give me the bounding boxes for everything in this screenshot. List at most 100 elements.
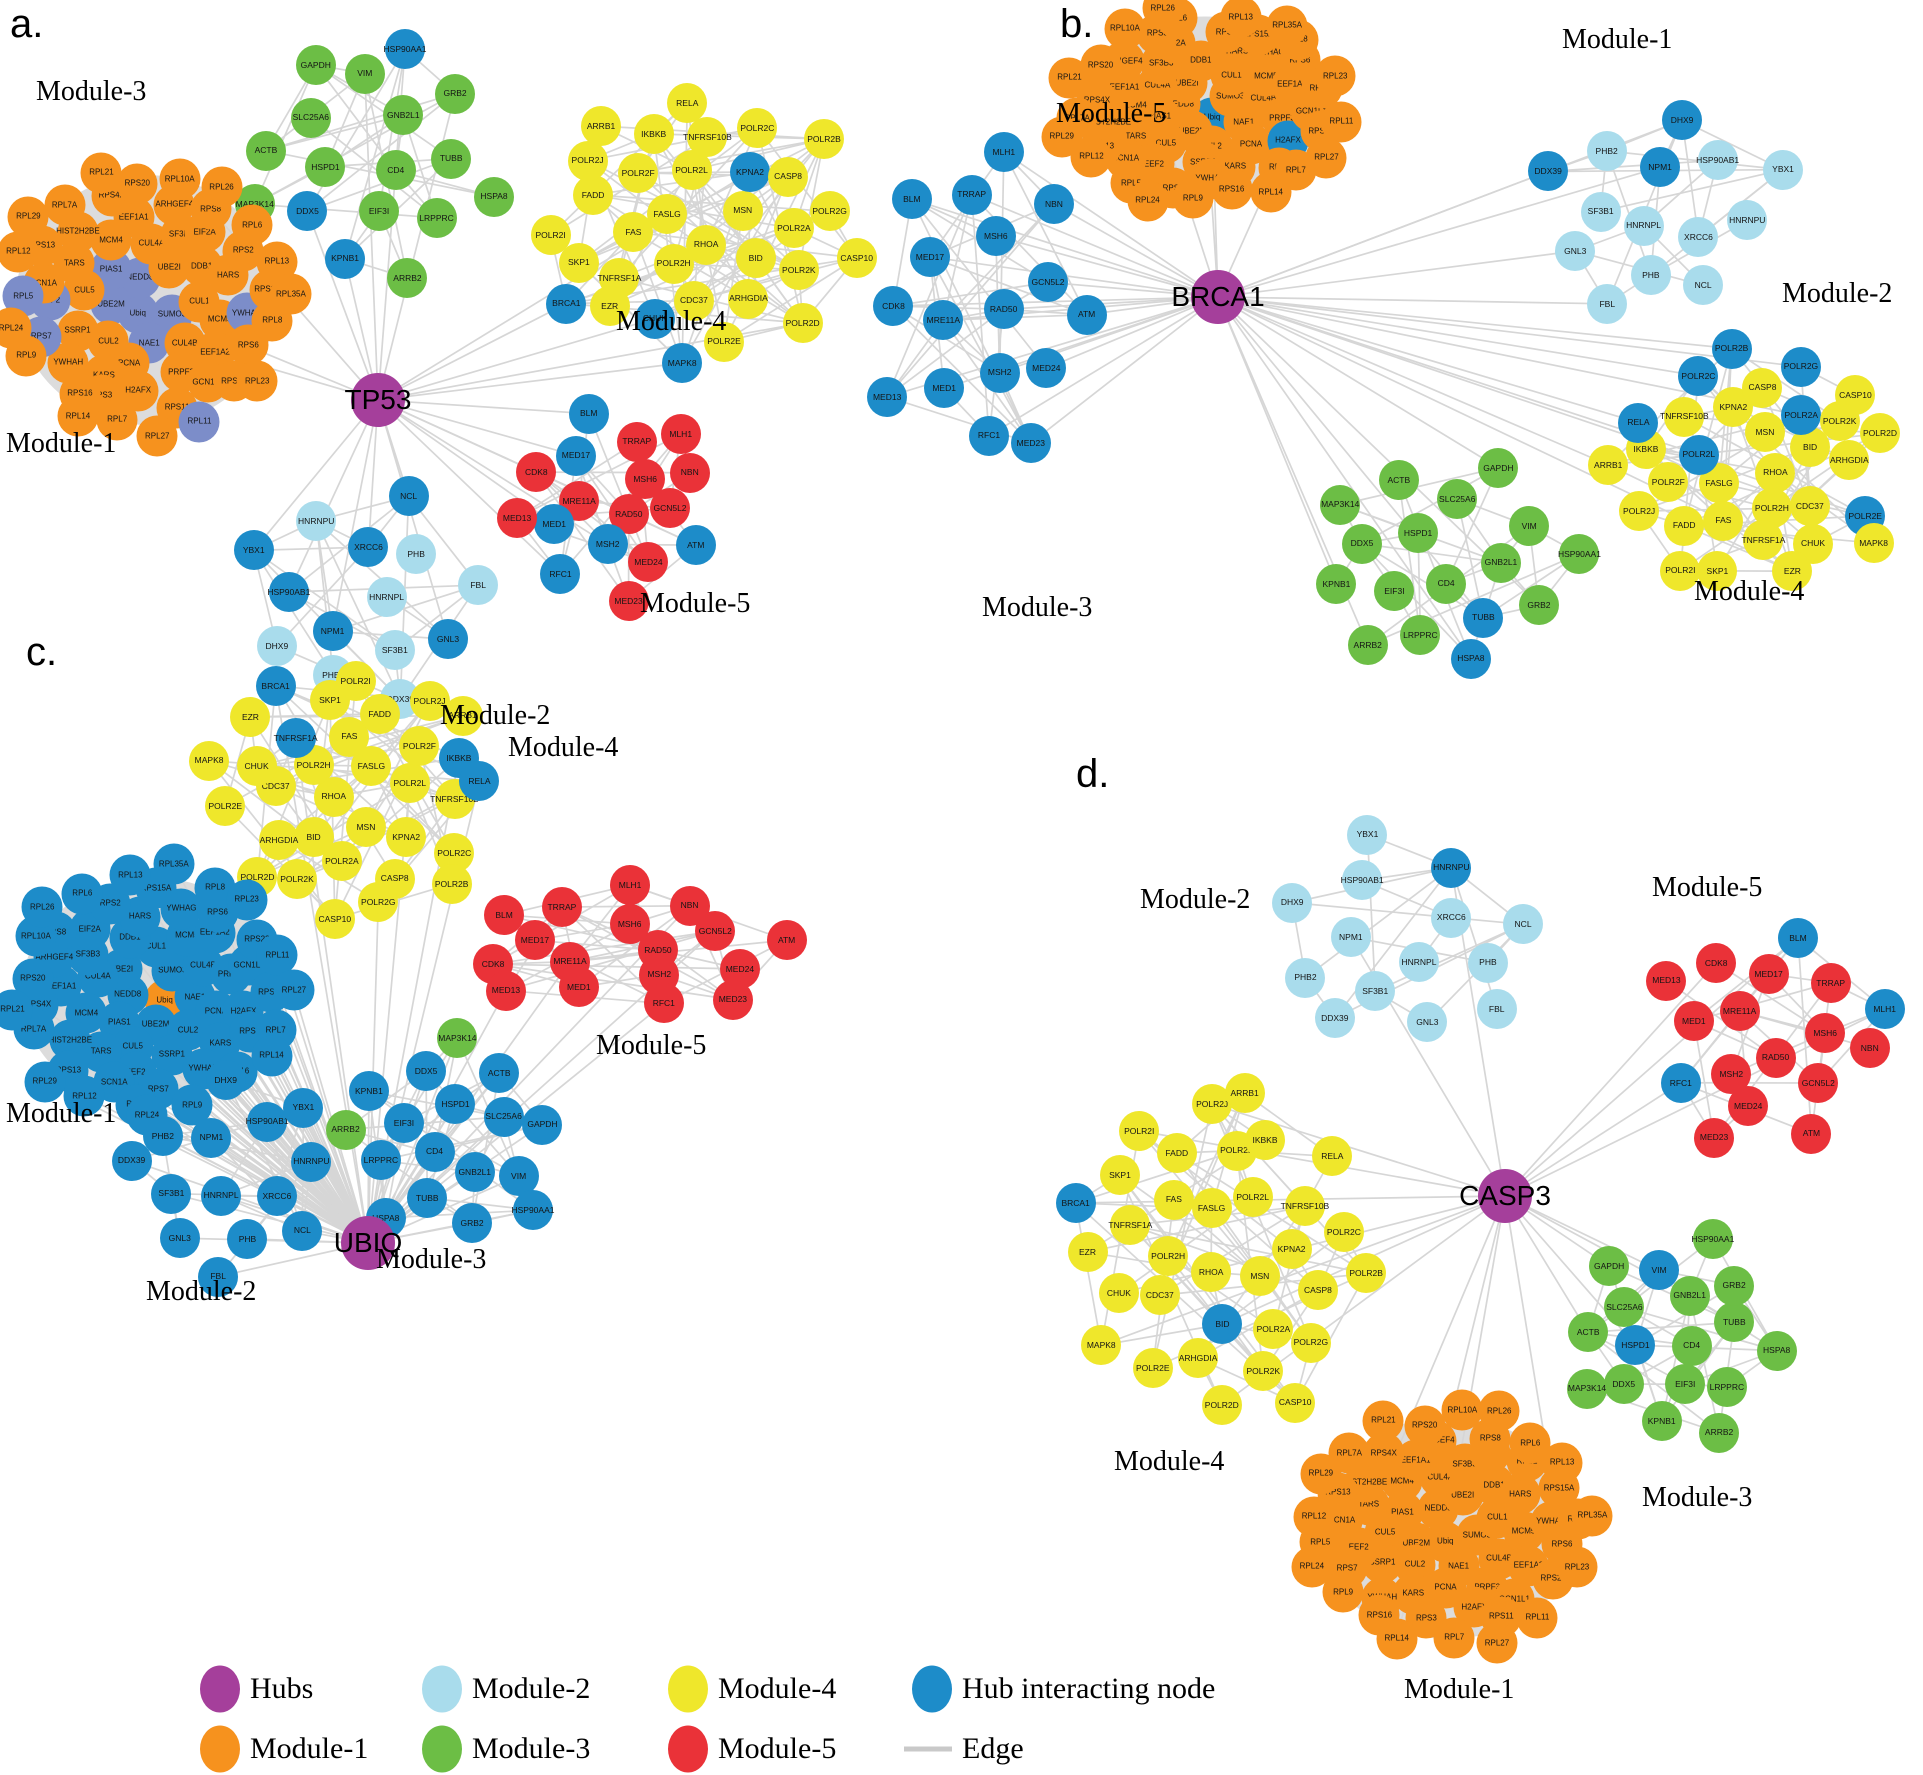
network-node[interactable]: RFC1 <box>1660 1062 1701 1103</box>
network-node[interactable]: POLR2H <box>1148 1236 1189 1277</box>
network-node[interactable]: HSPA8 <box>1756 1330 1797 1371</box>
network-node[interactable]: LRPPRC <box>416 197 457 238</box>
network-node[interactable]: ARHGDIA <box>258 819 299 860</box>
network-node[interactable]: POLR2D <box>782 302 823 343</box>
network-node[interactable]: RPS20 <box>12 958 54 1000</box>
network-node[interactable]: PHB <box>396 534 437 575</box>
network-node[interactable]: XRCC6 <box>256 1176 297 1217</box>
network-node[interactable]: FADD <box>1664 505 1705 546</box>
network-node[interactable]: CD4 <box>414 1131 455 1172</box>
network-node[interactable]: BID <box>735 238 776 279</box>
network-node[interactable]: FASLG <box>1191 1188 1232 1229</box>
network-node[interactable]: FADD <box>1156 1133 1197 1173</box>
network-node[interactable]: RAD50 <box>1755 1037 1796 1078</box>
network-node[interactable]: PHB <box>1467 942 1508 983</box>
network-node[interactable]: MAPK8 <box>1853 523 1894 564</box>
network-node[interactable]: POLR2A <box>321 841 362 882</box>
network-node[interactable]: CDC37 <box>1139 1275 1180 1316</box>
network-node[interactable]: ATM <box>1066 294 1107 335</box>
network-node[interactable]: POLR2E <box>703 321 744 362</box>
network-node[interactable]: MSH6 <box>1805 1013 1846 1054</box>
network-node[interactable]: HNRNPL <box>201 1175 242 1216</box>
network-node[interactable]: MED1 <box>558 967 599 1008</box>
network-node[interactable]: RPL10A <box>1104 8 1146 50</box>
network-node[interactable]: ARRB2 <box>1699 1412 1740 1453</box>
network-node[interactable]: RPL9 <box>1172 177 1214 219</box>
network-node[interactable]: RPL29 <box>24 1061 66 1103</box>
network-node[interactable]: CD4 <box>1426 563 1467 604</box>
network-node[interactable]: EIF3I <box>1374 571 1415 612</box>
network-node[interactable]: CDK8 <box>516 452 557 493</box>
network-node[interactable]: PHB2 <box>1285 957 1326 998</box>
network-node[interactable]: ATM <box>675 525 716 566</box>
network-node[interactable]: CDC37 <box>673 280 714 321</box>
network-node[interactable]: BLM <box>1777 918 1818 959</box>
network-node[interactable]: HNRNPU <box>1727 200 1768 241</box>
network-node[interactable]: NCL <box>388 476 429 517</box>
network-node[interactable]: POLR2C <box>1678 355 1719 396</box>
network-node[interactable]: RPL11 <box>178 401 220 443</box>
network-node[interactable]: TNFRSF1A <box>1741 520 1785 561</box>
network-node[interactable]: KPNB1 <box>1641 1400 1682 1441</box>
network-node[interactable]: TRRAP <box>616 421 657 462</box>
network-node[interactable]: RPL13 <box>109 854 151 896</box>
network-node[interactable]: MAP3K14 <box>1567 1368 1608 1409</box>
network-node[interactable]: RPL14 <box>1250 171 1292 213</box>
network-node[interactable]: POLR2C <box>737 107 778 148</box>
network-node[interactable]: POLR2F <box>1648 462 1689 503</box>
network-node[interactable]: POLR2G <box>1780 346 1821 387</box>
network-node[interactable]: HSPD1 <box>1615 1325 1656 1366</box>
network-node[interactable]: NPM1 <box>1640 147 1681 188</box>
network-node[interactable]: NBN <box>669 452 710 493</box>
network-node[interactable]: MSH6 <box>609 904 650 945</box>
network-node[interactable]: GAPDH <box>1589 1246 1630 1287</box>
network-node[interactable]: GCN5L2 <box>1028 262 1069 303</box>
network-node[interactable]: HSP90AA1 <box>511 1190 554 1231</box>
network-node[interactable]: MLH1 <box>983 132 1024 173</box>
network-node[interactable]: FASLG <box>647 193 688 234</box>
network-node[interactable]: SLC25A6 <box>290 97 331 138</box>
network-node[interactable]: RFC1 <box>540 554 581 595</box>
network-node[interactable]: RPL12 <box>0 231 39 273</box>
network-node[interactable]: RPL23 <box>236 360 278 402</box>
network-node[interactable]: BRCA1 <box>1055 1182 1096 1223</box>
network-node[interactable]: NPM1 <box>191 1117 232 1158</box>
network-node[interactable]: POLR2I <box>335 661 376 702</box>
network-node[interactable]: XRCC6 <box>1431 897 1472 938</box>
network-node[interactable]: POLR2E <box>1132 1348 1173 1389</box>
network-node[interactable]: RPL10A <box>1441 1389 1483 1431</box>
network-node[interactable]: RPL27 <box>273 969 315 1011</box>
network-node[interactable]: IKBKB <box>633 113 674 154</box>
network-node[interactable]: DDX39 <box>1528 151 1569 192</box>
network-node[interactable]: RPL23 <box>1314 55 1356 97</box>
network-node[interactable]: RPL11 <box>1516 1597 1558 1639</box>
network-node[interactable]: FBL <box>458 565 499 606</box>
network-node[interactable]: MAP3K14 <box>437 1017 478 1058</box>
network-node[interactable]: MED17 <box>514 920 555 961</box>
network-node[interactable]: RPS20 <box>1404 1405 1446 1447</box>
network-node[interactable]: CASP8 <box>1742 367 1783 408</box>
network-node[interactable]: FBL <box>1476 988 1517 1029</box>
network-node[interactable]: ARRB2 <box>325 1109 366 1150</box>
network-node[interactable]: HNRNPL <box>366 577 407 618</box>
network-node[interactable]: ARRB1 <box>1224 1073 1265 1114</box>
network-node[interactable]: POLR2K <box>1243 1351 1284 1391</box>
network-node[interactable]: BID <box>1202 1304 1243 1345</box>
network-node[interactable]: SKP1 <box>558 242 599 283</box>
network-node[interactable]: MED17 <box>909 236 950 277</box>
network-node[interactable]: ARHGDIA <box>1178 1338 1219 1379</box>
network-node[interactable]: TNFRSF1A <box>274 718 318 759</box>
network-node[interactable]: RPL7A <box>44 184 86 226</box>
network-node[interactable]: RELA <box>1312 1136 1353 1177</box>
network-node[interactable]: MED13 <box>1646 960 1687 1001</box>
network-node[interactable]: GNL3 <box>1407 1002 1448 1043</box>
network-node[interactable]: ACTB <box>479 1053 520 1094</box>
network-node[interactable]: RELA <box>667 82 708 123</box>
network-node[interactable]: MED23 <box>1010 423 1051 464</box>
network-node[interactable]: RPL35A <box>1266 5 1308 47</box>
network-node[interactable]: RPL24 <box>0 307 32 349</box>
network-node[interactable]: POLR2I <box>530 215 571 256</box>
network-node[interactable]: SKP1 <box>1697 550 1738 591</box>
network-node[interactable]: RPL6 <box>231 204 273 246</box>
network-node[interactable]: TUBB <box>407 1177 448 1218</box>
